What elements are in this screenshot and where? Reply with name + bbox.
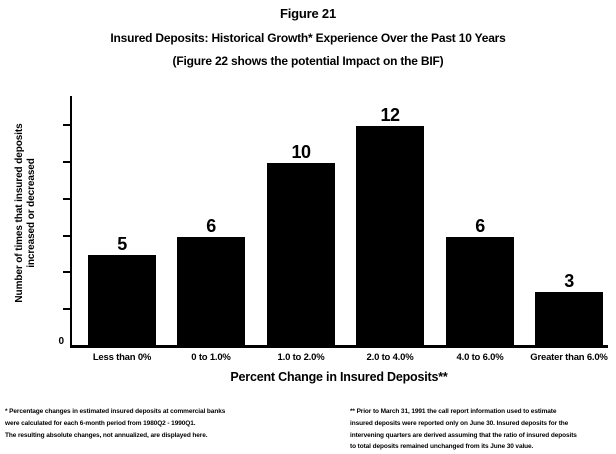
- bar-value-label: 5: [117, 234, 127, 254]
- x-tick-label: 4.0 to 6.0%: [456, 352, 504, 363]
- bar-value-label: 6: [475, 216, 485, 236]
- x-tick-label: 0 to 1.0%: [191, 352, 231, 363]
- y-axis-tick: [63, 161, 70, 163]
- footnote-left: * Percentage changes in estimated insure…: [5, 406, 310, 441]
- bar-value-label: 12: [380, 105, 400, 125]
- footnote-right-line: ** Prior to March 31, 1991 the call repo…: [350, 408, 557, 415]
- x-tick-label: 1.0 to 2.0%: [277, 352, 325, 363]
- figure-heading: Insured Deposits: Historical Growth* Exp…: [110, 31, 506, 45]
- y-axis-label: Number of times that insured deposits in…: [14, 83, 40, 343]
- x-tick-label: Greater than 6.0%: [530, 352, 608, 363]
- figure-number: Figure 21: [280, 6, 336, 21]
- x-axis-title: Percent Change in Insured Deposits**: [230, 370, 448, 384]
- bar-value-label: 3: [564, 271, 574, 291]
- bar: [177, 237, 245, 347]
- title-block: Figure 21 Insured Deposits: Historical G…: [0, 6, 616, 68]
- y-axis-line: [70, 96, 72, 348]
- y-axis-label-line1: Number of times that insured deposits: [14, 123, 25, 303]
- y-axis-tick: [63, 198, 70, 200]
- footnote-right-line: intervening quarters are derived assumin…: [350, 431, 577, 439]
- x-axis-line: [70, 345, 608, 348]
- y-axis-tick: [63, 308, 70, 310]
- y-axis-label-line2: increased or decreased: [26, 158, 37, 268]
- bar: [446, 237, 514, 347]
- footnote-right-line: insured deposits were reported only on J…: [350, 419, 569, 427]
- figure-subheading: (Figure 22 shows the potential Impact on…: [172, 54, 444, 68]
- y-axis-tick: [63, 124, 70, 126]
- bar-value-label: 6: [206, 216, 216, 236]
- bar-value-label: 10: [291, 142, 311, 162]
- x-tick-label: 2.0 to 4.0%: [366, 352, 414, 363]
- bar: [88, 255, 156, 347]
- y-axis-origin-label: 0: [58, 336, 64, 347]
- bar: [267, 163, 335, 347]
- bar: [356, 126, 424, 347]
- footnote-left-line: * Percentage changes in estimated insure…: [5, 408, 226, 415]
- footnote-right-line: to total deposits remained unchanged fro…: [350, 443, 534, 451]
- y-axis-tick: [63, 235, 70, 237]
- footnote-left-line: The resulting absolute changes, not annu…: [5, 431, 208, 439]
- y-axis-tick: [63, 271, 70, 273]
- footnote-right: ** Prior to March 31, 1991 the call repo…: [350, 406, 613, 453]
- footnote-left-line: were calculated for each 6-month period …: [5, 419, 196, 427]
- x-tick-label: Less than 0%: [92, 352, 152, 363]
- bar: [535, 292, 603, 347]
